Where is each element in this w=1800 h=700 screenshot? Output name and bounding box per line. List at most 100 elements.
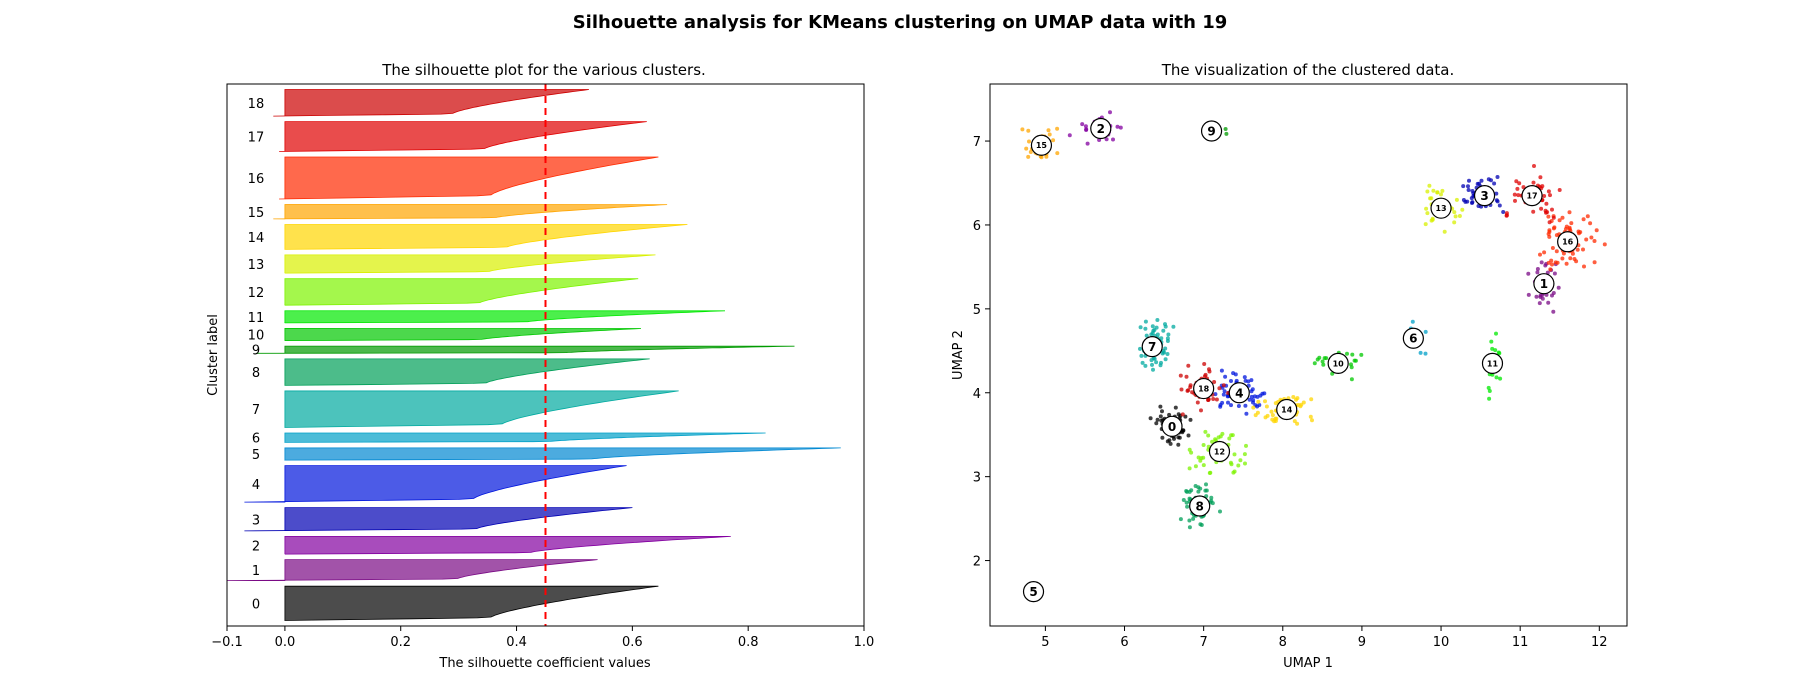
scatter-point [1538,175,1543,180]
scatter-point [1118,125,1123,130]
scatter-point [1172,436,1176,441]
scatter-point [1223,374,1228,379]
scatter-point [1181,498,1186,502]
cluster-center-marker [1161,415,1183,437]
scatter-point [1196,485,1201,490]
scatter-point [1309,397,1314,402]
x-tick-label: −0.1 [211,635,243,650]
silhouette-cluster-15 [273,204,668,220]
cluster-center-marker [1022,581,1045,603]
scatter-point [1320,359,1325,364]
scatter-point [1274,416,1279,421]
scatter-point [1223,127,1228,131]
cluster-center-label: 15 [1036,141,1048,150]
scatter-point [1231,371,1236,376]
scatter-point [1176,435,1181,440]
scatter-point [1246,379,1251,384]
scatter-point [1204,488,1209,493]
cluster-center-label: 5 [1029,585,1037,599]
scatter-point [1543,263,1548,268]
scatter-point [1229,403,1233,408]
scatter-point [1039,155,1044,160]
silhouette-cluster-16 [279,156,659,200]
scatter-point [1486,385,1491,390]
scatter-point [1143,363,1148,368]
cluster-center-label: 4 [1235,386,1243,400]
scatter-point [1452,220,1457,225]
scatter-point [1165,352,1170,356]
scatter-point [1028,150,1033,154]
cluster-center-label: 12 [1214,447,1225,456]
x-tick-label: 11 [1512,635,1529,650]
scatter-point [1244,411,1249,416]
silhouette-title: The silhouette plot for the various clus… [381,61,706,79]
scatter-point [1238,458,1243,463]
scatter-point [1236,463,1241,468]
scatter-point [1160,409,1164,414]
x-tick-label: 0.0 [275,635,296,650]
scatter-point [1538,252,1542,257]
scatter-point [1201,443,1206,447]
scatter-point [1295,421,1300,426]
silhouette-cluster-label: 13 [248,258,265,273]
scatter-point [1148,416,1153,421]
scatter-point [1515,186,1520,191]
scatter-point [1226,400,1230,405]
scatter-point [1526,271,1531,276]
silhouette-cluster-label: 7 [252,403,260,418]
scatter-point [1085,141,1090,146]
cluster-center-label: 8 [1196,500,1204,514]
scatter-point [1588,221,1593,226]
scatter-point [1353,358,1358,363]
scatter-point [1594,228,1599,233]
scatter-point [1187,489,1192,494]
scatter-point [1168,441,1173,446]
scatter-point [1535,267,1540,271]
y-tick-label: 2 [973,555,981,570]
scatter-point [1537,301,1542,306]
scatter-point [1115,124,1120,129]
scatter-point [1556,285,1561,290]
scatter-point [1186,388,1191,393]
scatter-point [1220,431,1225,436]
scatter-point [1158,414,1163,419]
scatter-point [1423,351,1428,356]
scatter-point [1230,433,1235,438]
cluster-center-label: 3 [1480,189,1488,203]
x-tick-label: 1.0 [854,635,875,650]
scatter-point [1256,399,1261,404]
scatter-point [1430,216,1435,221]
scatter-point [1427,183,1432,188]
scatter-point [1550,262,1554,267]
scatter-point [1104,137,1109,142]
silhouette-cluster-4 [244,465,627,503]
scatter-point [1547,234,1552,239]
scatter-point [1557,218,1562,223]
scatter-point [1195,400,1200,405]
cluster-center-label: 13 [1435,204,1446,213]
x-tick-label: 7 [1200,635,1208,650]
scatter-point [1220,400,1225,405]
scatter-point [1572,257,1577,261]
silhouette-cluster-2 [284,536,731,555]
cluster-center-marker [1557,231,1579,253]
scatter-point [1475,181,1480,186]
scatter-point [1418,350,1423,355]
silhouette-cluster-12 [284,278,639,306]
scatter-point [1539,206,1544,211]
scatter-point [1229,462,1234,467]
scatter-point [1479,178,1484,183]
silhouette-cluster-label: 4 [252,478,260,493]
scatter-point [1152,328,1157,332]
scatter-point [1296,403,1301,407]
scatter-point [1425,189,1430,194]
scatter-point [1531,180,1536,185]
cluster-center-marker [1481,352,1504,374]
scatter-point [1191,516,1196,521]
scatter-point [1203,429,1208,434]
scatter-point [1497,203,1502,208]
scatter-point [1221,392,1226,397]
scatter-point [1163,324,1168,329]
scatter-point [1457,214,1462,218]
scatter-point [1139,353,1144,358]
